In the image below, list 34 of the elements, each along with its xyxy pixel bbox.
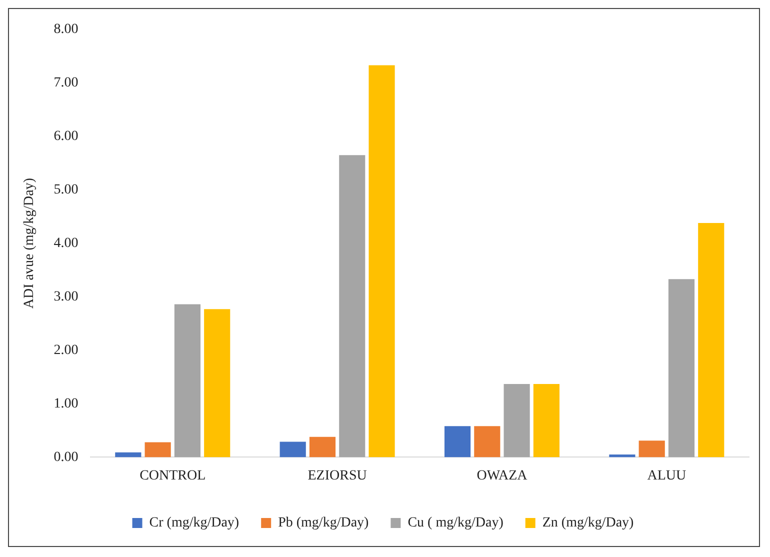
legend-label: Zn (mg/kg/Day) (542, 516, 634, 531)
bar (339, 155, 366, 458)
y-axis-title: ADI avue (mg/kg/Day) (22, 178, 38, 309)
y-tick-label: 3.00 (54, 289, 78, 304)
bar (144, 442, 171, 458)
y-tick-label: 2.00 (54, 342, 78, 358)
bar (504, 384, 530, 458)
y-tick-label: 7.00 (54, 76, 78, 91)
bar (609, 454, 636, 458)
y-tick-label: 1.00 (54, 396, 78, 412)
y-tick-label: 5.00 (54, 182, 78, 198)
bar (204, 309, 230, 458)
y-tick-label: 4.00 (54, 236, 78, 251)
bar (698, 222, 724, 458)
legend-label: Cr (mg/kg/Day) (149, 516, 240, 531)
bar (368, 65, 395, 458)
bar (309, 436, 336, 458)
y-tick-label: 6.00 (54, 129, 78, 144)
x-tick-label: ALUU (647, 468, 686, 484)
y-tick-label: 0.00 (54, 450, 78, 465)
bar (444, 426, 471, 458)
bar (638, 440, 665, 458)
bar (474, 426, 500, 458)
x-tick-label: OWAZA (476, 468, 528, 484)
bar (533, 384, 560, 458)
x-tick-label: EZIORSU (308, 468, 367, 484)
bar (668, 279, 695, 458)
x-tick-label: CONTROL (140, 468, 206, 484)
y-tick-label: 8.00 (54, 22, 78, 38)
bar (280, 442, 306, 458)
bar (174, 304, 200, 458)
bar (115, 452, 142, 458)
legend-label: Pb (mg/kg/Day) (278, 516, 370, 531)
legend-label: Cu ( mg/kg/Day) (408, 516, 504, 531)
